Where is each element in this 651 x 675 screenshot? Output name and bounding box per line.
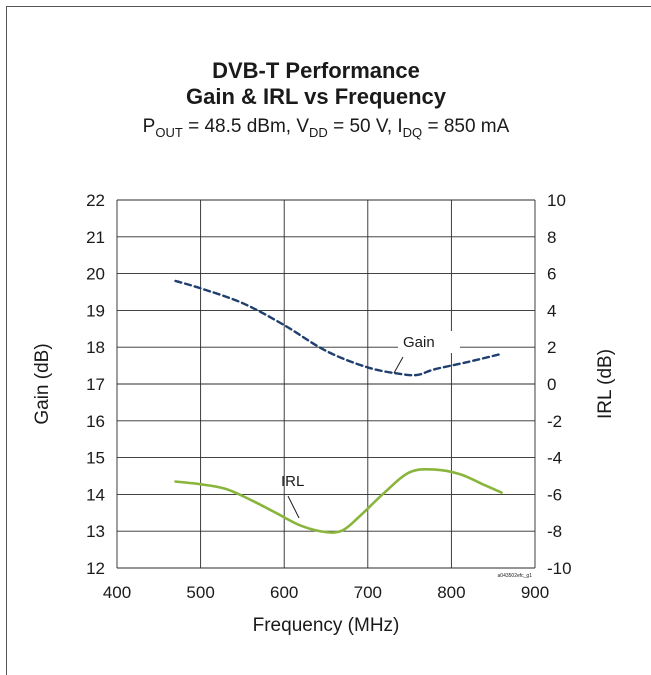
chart-title: DVB-T Performance [212, 58, 420, 83]
x-axis-title: Frequency (MHz) [253, 615, 400, 636]
y-tick-label: 22 [86, 191, 105, 210]
series-gain-line [174, 279, 503, 377]
irl-annotation-leader [287, 495, 300, 519]
figure-code: a043502efc_g1 [498, 573, 533, 579]
x-tick-label: 900 [521, 583, 549, 602]
y-tick-label: 13 [86, 522, 105, 541]
y2-tick-label: -6 [547, 485, 562, 504]
y2-tick-label: -4 [547, 449, 562, 468]
series-irl-line [174, 467, 503, 534]
y-tick-label: 14 [86, 485, 105, 504]
y-tick-label: 19 [86, 301, 105, 320]
gain-annotation: Gain [403, 334, 435, 351]
y-tick-label: 17 [86, 375, 105, 394]
y2-tick-label: 10 [547, 191, 566, 210]
y-tick-label: 20 [86, 265, 105, 284]
y2-tick-label: 6 [547, 265, 556, 284]
y-tick-label: 18 [86, 338, 105, 357]
y2-tick-label: 8 [547, 228, 556, 247]
x-tick-label: 700 [354, 583, 382, 602]
y-tick-label: 16 [86, 412, 105, 431]
y2-tick-label: 0 [547, 375, 556, 394]
x-tick-label: 500 [186, 583, 214, 602]
chart-subtitle: Gain & IRL vs Frequency [186, 84, 447, 109]
y-tick-label: 12 [86, 559, 105, 578]
tick-labels: 400 500 600 700 800 9001213141516171819202122… [86, 191, 572, 602]
y2-tick-label: -8 [547, 522, 562, 541]
y2-tick-label: -2 [547, 412, 562, 431]
figure-border [6, 6, 651, 675]
y2-tick-label: -10 [547, 559, 572, 578]
irl-annotation: IRL [281, 473, 304, 490]
y-axis-title: Gain (dB) [32, 343, 53, 424]
y2-axis-title: IRL (dB) [595, 349, 616, 419]
chart-conditions: POUT = 48.5 dBm, VDD = 50 V, IDQ = 850 m… [143, 116, 510, 140]
series-layer [174, 279, 503, 534]
y2-tick-label: 4 [547, 301, 556, 320]
y-tick-label: 15 [86, 449, 105, 468]
x-tick-label: 400 [103, 583, 131, 602]
gain-annotation-leader [393, 356, 404, 374]
gain-label-background [398, 331, 460, 353]
y2-tick-label: 2 [547, 338, 556, 357]
grid [116, 199, 536, 569]
y-tick-label: 21 [86, 228, 105, 247]
x-tick-label: 600 [270, 583, 298, 602]
x-tick-label: 800 [437, 583, 465, 602]
